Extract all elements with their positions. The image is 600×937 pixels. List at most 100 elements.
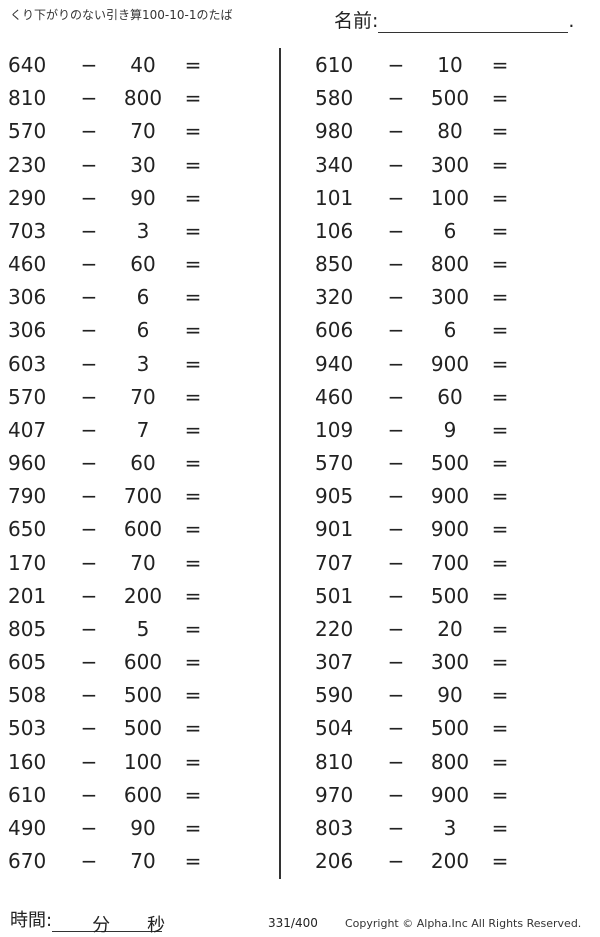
minuend: 170: [8, 550, 47, 575]
minus-sign: −: [387, 218, 405, 243]
minuend: 503: [8, 716, 47, 741]
minus-sign: −: [387, 252, 405, 277]
subtrahend: 60: [130, 451, 156, 476]
minutes-label: 分: [92, 915, 111, 936]
equals-sign: =: [491, 683, 509, 708]
subtrahend: 70: [130, 550, 156, 575]
minus-sign: −: [387, 484, 405, 509]
equals-sign: =: [184, 218, 202, 243]
minuend: 670: [8, 849, 47, 874]
equals-sign: =: [491, 815, 509, 840]
minus-sign: −: [387, 119, 405, 144]
minus-sign: −: [387, 318, 405, 343]
equals-sign: =: [491, 616, 509, 641]
equals-sign: =: [184, 517, 202, 542]
equals-sign: =: [491, 318, 509, 343]
subtrahend: 6: [136, 318, 150, 343]
minus-sign: −: [387, 384, 405, 409]
subtrahend: 500: [123, 683, 163, 708]
minuend: 810: [8, 86, 47, 111]
subtrahend: 70: [130, 384, 156, 409]
name-line: [378, 14, 569, 33]
equals-sign: =: [184, 550, 202, 575]
subtrahend: 900: [430, 782, 470, 807]
minus-sign: −: [80, 252, 98, 277]
minus-sign: −: [80, 384, 98, 409]
minuend: 970: [315, 782, 354, 807]
subtrahend: 6: [443, 318, 457, 343]
subtrahend: 800: [123, 86, 163, 111]
copyright: Copyright © Alpha.Inc All Rights Reserve…: [345, 917, 582, 930]
seconds-label: 秒: [147, 915, 166, 936]
minuend: 490: [8, 815, 47, 840]
minuend: 306: [8, 285, 47, 310]
minuend: 570: [8, 384, 47, 409]
minus-sign: −: [80, 451, 98, 476]
minus-sign: −: [387, 749, 405, 774]
equals-sign: =: [184, 285, 202, 310]
subtrahend: 900: [430, 484, 470, 509]
minus-sign: −: [387, 152, 405, 177]
name-field: 名前:.: [334, 6, 574, 33]
subtrahend: 300: [430, 152, 470, 177]
equals-sign: =: [184, 451, 202, 476]
subtrahend: 100: [430, 185, 470, 210]
subtrahend: 500: [430, 716, 470, 741]
subtrahend: 90: [130, 815, 156, 840]
equals-sign: =: [184, 252, 202, 277]
equals-sign: =: [491, 550, 509, 575]
minus-sign: −: [80, 583, 98, 608]
equals-sign: =: [491, 384, 509, 409]
minus-sign: −: [387, 517, 405, 542]
subtrahend: 6: [443, 218, 457, 243]
minuend: 460: [315, 384, 354, 409]
subtrahend: 900: [430, 517, 470, 542]
minuend: 810: [315, 749, 354, 774]
minus-sign: −: [80, 484, 98, 509]
equals-sign: =: [491, 86, 509, 111]
subtrahend: 10: [437, 53, 463, 77]
minus-sign: −: [80, 782, 98, 807]
minuend: 340: [315, 152, 354, 177]
minuend: 640: [8, 53, 47, 77]
minuend: 109: [315, 417, 354, 442]
subtrahend: 600: [123, 782, 163, 807]
equals-sign: =: [184, 683, 202, 708]
minus-sign: −: [80, 517, 98, 542]
subtrahend: 100: [123, 749, 163, 774]
minus-sign: −: [387, 185, 405, 210]
equals-sign: =: [184, 351, 202, 376]
subtrahend: 500: [430, 451, 470, 476]
subtrahend: 300: [430, 285, 470, 310]
minuend: 901: [315, 517, 354, 542]
subtrahend: 500: [430, 86, 470, 111]
minus-sign: −: [80, 550, 98, 575]
minuend: 307: [315, 650, 354, 675]
equals-sign: =: [491, 252, 509, 277]
minuend: 940: [315, 351, 354, 376]
minus-sign: −: [387, 285, 405, 310]
minus-sign: −: [387, 616, 405, 641]
equals-sign: =: [184, 749, 202, 774]
equals-sign: =: [184, 849, 202, 874]
minus-sign: −: [80, 749, 98, 774]
subtrahend: 600: [123, 517, 163, 542]
minuend: 570: [8, 119, 47, 144]
equals-sign: =: [491, 583, 509, 608]
subtrahend: 20: [437, 616, 463, 641]
subtrahend: 500: [430, 583, 470, 608]
column-divider: [279, 48, 281, 879]
minuend: 106: [315, 218, 354, 243]
subtrahend: 80: [437, 119, 463, 144]
equals-sign: =: [184, 716, 202, 741]
equals-sign: =: [184, 53, 202, 77]
equals-sign: =: [491, 782, 509, 807]
minus-sign: −: [387, 417, 405, 442]
equals-sign: =: [491, 517, 509, 542]
subtrahend: 800: [430, 749, 470, 774]
minuend: 590: [315, 683, 354, 708]
minuend: 580: [315, 86, 354, 111]
subtrahend: 9: [443, 417, 457, 442]
minuend: 570: [315, 451, 354, 476]
equals-sign: =: [491, 152, 509, 177]
